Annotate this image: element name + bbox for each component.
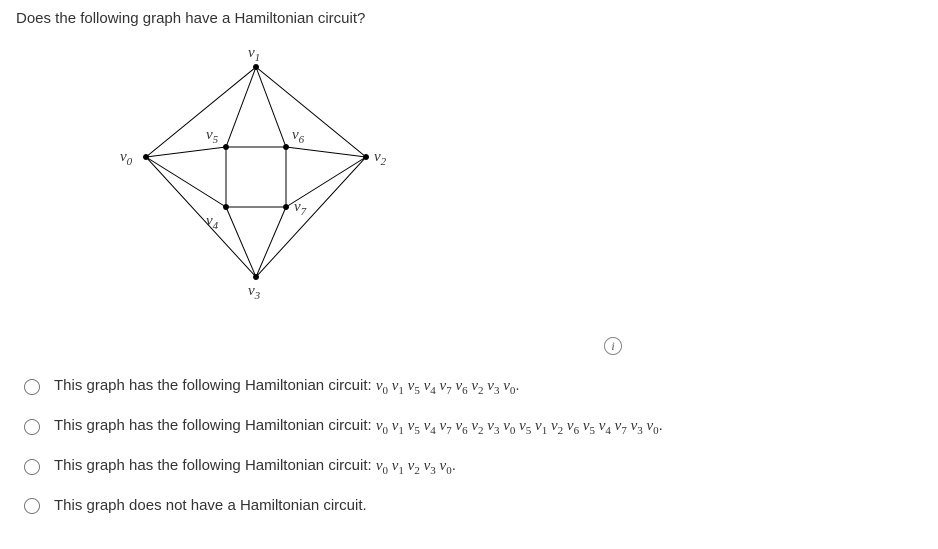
vertex-label-v2: v2 bbox=[374, 149, 386, 168]
option-label-3: This graph does not have a Hamiltonian c… bbox=[54, 497, 367, 514]
vertex-label-v1: v1 bbox=[248, 45, 260, 64]
vertex-label-v5: v5 bbox=[206, 127, 218, 146]
vertex-label-v3: v3 bbox=[248, 283, 260, 302]
vertex-label-v4: v4 bbox=[206, 213, 218, 232]
vertex-label-v6: v6 bbox=[292, 127, 304, 146]
option-1: This graph has the following Hamiltonian… bbox=[24, 407, 922, 447]
option-radio-1[interactable] bbox=[24, 419, 40, 435]
option-2: This graph has the following Hamiltonian… bbox=[24, 447, 922, 487]
option-radio-0[interactable] bbox=[24, 379, 40, 395]
vertex-label-v7: v7 bbox=[294, 199, 306, 218]
option-3: This graph does not have a Hamiltonian c… bbox=[24, 487, 922, 524]
graph-figure: v0 v1 v2 v3 v4 v5 v6 v7 bbox=[76, 47, 436, 317]
option-label-0: This graph has the following Hamiltonian… bbox=[54, 377, 520, 397]
option-radio-3[interactable] bbox=[24, 498, 40, 514]
option-radio-2[interactable] bbox=[24, 459, 40, 475]
option-label-1: This graph has the following Hamiltonian… bbox=[54, 417, 663, 437]
vertex-label-v0: v0 bbox=[120, 149, 132, 168]
option-0: This graph has the following Hamiltonian… bbox=[24, 367, 922, 407]
info-icon[interactable]: i bbox=[604, 337, 622, 355]
option-label-2: This graph has the following Hamiltonian… bbox=[54, 457, 456, 477]
question-text: Does the following graph have a Hamilton… bbox=[16, 10, 922, 27]
